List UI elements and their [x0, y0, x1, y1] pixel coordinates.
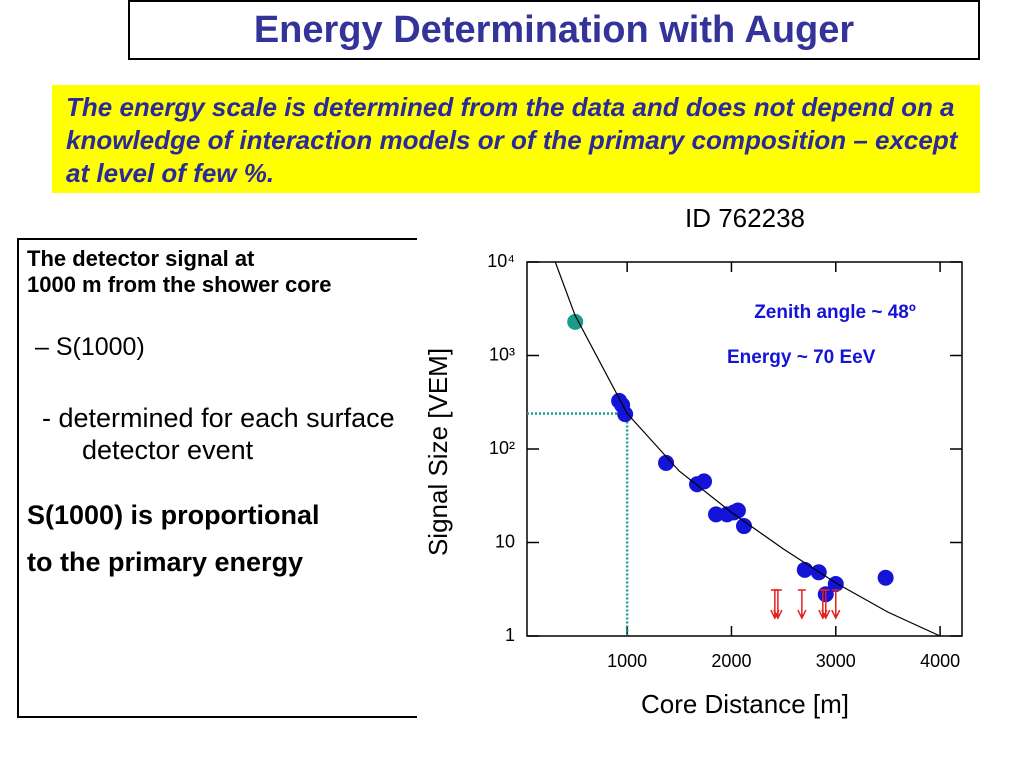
data-point [696, 473, 713, 490]
item: - determined for each surface detector e… [42, 403, 395, 465]
y-axis-label: Signal Size [VEM] [423, 348, 453, 556]
data-point [708, 506, 725, 523]
y-tick-label: 1 [505, 625, 515, 645]
detector-box: The detector signal at 1000 m from the s… [17, 238, 417, 718]
data-point [567, 313, 584, 330]
x-axis-label: Core Distance [m] [641, 689, 849, 719]
annotation: Zenith angle ~ 48º [754, 302, 916, 323]
x-tick-label: 2000 [711, 651, 751, 671]
upper-limit-arrow [797, 589, 807, 620]
data-point [796, 561, 813, 578]
item: The detector signal at [27, 246, 255, 271]
data-point [877, 569, 894, 586]
data-point [735, 518, 752, 535]
fit-curve [554, 261, 941, 637]
item: – S(1000) [35, 333, 145, 361]
data-point [658, 454, 675, 471]
y-tick-label: 10⁴ [487, 251, 515, 271]
item: 1000 m from the shower core [27, 272, 332, 297]
data-point [617, 406, 634, 423]
x-tick-label: 3000 [816, 651, 856, 671]
data-point [729, 502, 746, 519]
upper-limit-arrow [773, 589, 783, 620]
slide-title: Energy Determination with Auger [128, 0, 980, 60]
item: S(1000) is proportional [27, 500, 320, 530]
y-tick-label: 10² [489, 438, 515, 458]
y-tick-label: 10³ [489, 344, 515, 364]
upper-limit-arrow [831, 589, 841, 620]
x-tick-label: 4000 [920, 651, 960, 671]
x-tick-label: 1000 [607, 651, 647, 671]
upper-limit-arrow [821, 589, 831, 620]
item: to the primary energy [27, 547, 304, 577]
annotation: Energy ~ 70 EeV [727, 347, 876, 368]
highlight-box: The energy scale is determined from the … [52, 85, 980, 193]
chart-title: ID 762238 [685, 203, 805, 233]
y-tick-label: 10 [495, 531, 515, 551]
